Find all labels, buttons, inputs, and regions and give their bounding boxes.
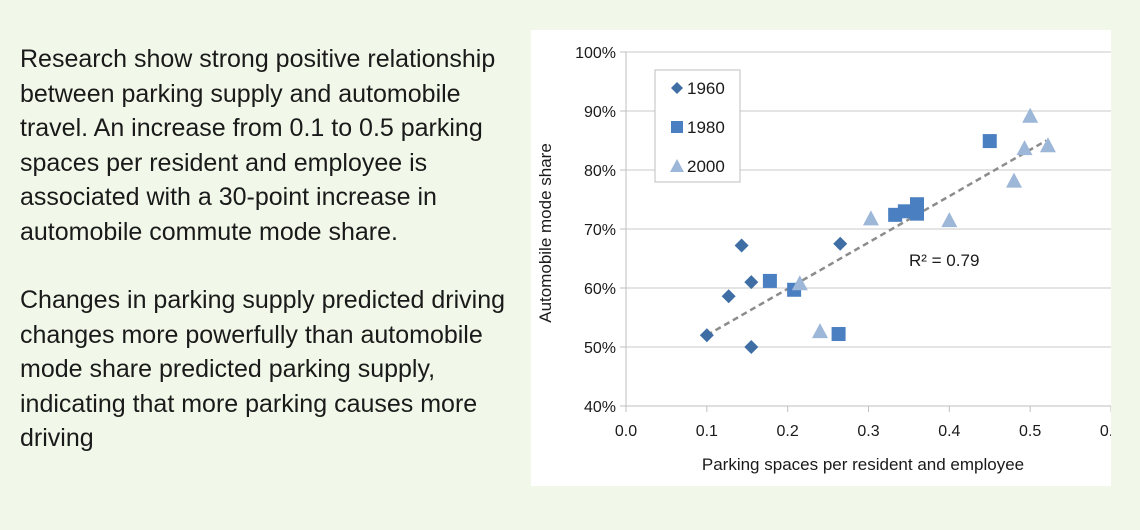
data-point-2000 — [1022, 107, 1039, 123]
y-tick-label: 90% — [584, 104, 616, 121]
data-point-1960 — [744, 340, 759, 354]
scatter-chart: 40%50%60%70%80%90%100% 0.0 0.1 0.2 0.3 0.4 0.… — [536, 45, 1122, 474]
x-tick-label: 0.4 — [938, 423, 960, 440]
legend-box — [654, 69, 741, 183]
x-tick-labels: 0.0 0.1 0.2 0.3 0.4 0.5 0.6 — [615, 406, 1122, 440]
data-point-1980 — [762, 273, 777, 288]
x-tick-label: 0.1 — [696, 423, 718, 440]
y-tick-labels: 40% 50% 60% 70% 80% 90% 100% — [575, 45, 626, 416]
legend-label-2000: 2000 — [687, 157, 725, 176]
data-point-2000 — [1039, 137, 1056, 153]
y-tick-label: 60% — [584, 281, 616, 298]
data-point-1980 — [831, 327, 846, 342]
data-point-2000 — [862, 210, 879, 226]
y-tick-label: 50% — [584, 340, 616, 357]
x-tick-label: 0.6 — [1100, 423, 1111, 440]
legend: 1960 1980 2000 — [654, 69, 741, 183]
y-tick-label: 100% — [575, 45, 616, 62]
data-point-1960 — [833, 236, 848, 251]
data-point-1980 — [897, 204, 912, 219]
data-point-1960 — [734, 238, 749, 253]
x-tick-label: 0.2 — [777, 423, 799, 440]
trendline — [706, 139, 1047, 337]
data-point-2000 — [1016, 140, 1033, 156]
chart-panel: 40% 50% 60% 70% 80% 90% 100% 0.0 0.1 0.2 0.3 0.4 0.… — [531, 30, 1122, 486]
data-point-1980 — [982, 134, 997, 149]
paragraph-causation: Changes in parking supply predicted driv… — [20, 286, 506, 452]
data-point-1980 — [910, 206, 924, 221]
data-point-1960 — [699, 328, 714, 343]
legend-marker-1960 — [671, 82, 683, 94]
legend-label-1980: 1980 — [687, 118, 725, 137]
y-axis-label: Automobile mode share — [536, 143, 555, 323]
data-point-2000 — [812, 323, 828, 339]
data-points — [699, 107, 1056, 354]
r-squared-annotation: R² = 0.79 — [909, 251, 979, 270]
legend-label-1960: 1960 — [687, 79, 725, 98]
x-tick-label: 0.5 — [1019, 423, 1041, 440]
y-tick-label: 80% — [584, 163, 616, 180]
data-point-1960 — [744, 275, 759, 290]
x-axis-label: Parking spaces per resident and employee — [702, 455, 1024, 474]
data-point-2000 — [791, 275, 808, 291]
description-text: Research show strong positive relationsh… — [20, 42, 520, 456]
y-tick-label: 70% — [584, 222, 616, 239]
data-point-2000 — [1006, 172, 1022, 188]
data-point-1960 — [721, 289, 736, 304]
data-point-2000 — [941, 212, 958, 228]
x-tick-label: 0.3 — [857, 423, 879, 440]
y-tick-label: 40% — [584, 399, 616, 416]
legend-marker-2000 — [670, 159, 684, 172]
x-tick-label: 0.0 — [615, 423, 637, 440]
paragraph-relationship: Research show strong positive relationsh… — [20, 45, 496, 246]
legend-marker-1980 — [671, 121, 683, 133]
